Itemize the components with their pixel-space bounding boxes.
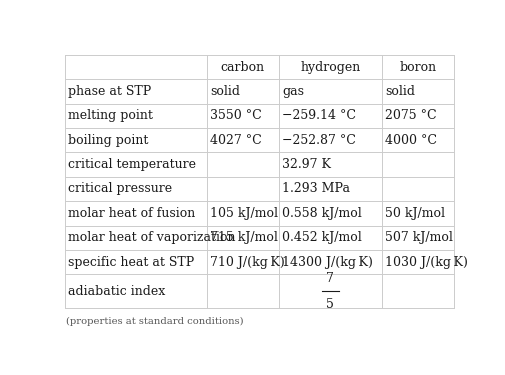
Text: gas: gas (282, 85, 304, 98)
Text: 50 kJ/mol: 50 kJ/mol (385, 207, 445, 220)
Text: 1030 J/(kg K): 1030 J/(kg K) (385, 255, 468, 268)
Text: carbon: carbon (221, 61, 265, 74)
Text: boiling point: boiling point (68, 134, 148, 147)
Text: 0.558 kJ/mol: 0.558 kJ/mol (282, 207, 362, 220)
Text: specific heat at STP: specific heat at STP (68, 255, 194, 268)
Text: solid: solid (210, 85, 240, 98)
Text: 105 kJ/mol: 105 kJ/mol (210, 207, 278, 220)
Text: critical temperature: critical temperature (68, 158, 196, 171)
Text: −252.87 °C: −252.87 °C (282, 134, 356, 147)
Text: 0.452 kJ/mol: 0.452 kJ/mol (282, 231, 362, 244)
Text: solid: solid (385, 85, 415, 98)
Text: melting point: melting point (68, 110, 153, 123)
Text: critical pressure: critical pressure (68, 183, 172, 195)
Text: hydrogen: hydrogen (300, 61, 361, 74)
Text: −259.14 °C: −259.14 °C (282, 110, 356, 123)
Text: 4000 °C: 4000 °C (385, 134, 437, 147)
Text: molar heat of fusion: molar heat of fusion (68, 207, 195, 220)
Text: 2075 °C: 2075 °C (385, 110, 437, 123)
Text: 710 J/(kg K): 710 J/(kg K) (210, 255, 285, 268)
Text: 14300 J/(kg K): 14300 J/(kg K) (282, 255, 373, 268)
Text: 7: 7 (326, 272, 334, 285)
Text: molar heat of vaporization: molar heat of vaporization (68, 231, 236, 244)
Text: (properties at standard conditions): (properties at standard conditions) (66, 316, 243, 326)
Text: phase at STP: phase at STP (68, 85, 152, 98)
Text: 507 kJ/mol: 507 kJ/mol (385, 231, 453, 244)
Text: 1.293 MPa: 1.293 MPa (282, 183, 350, 195)
Text: 3550 °C: 3550 °C (210, 110, 262, 123)
Text: boron: boron (399, 61, 436, 74)
Text: 4027 °C: 4027 °C (210, 134, 262, 147)
Text: 715 kJ/mol: 715 kJ/mol (210, 231, 278, 244)
Text: 5: 5 (326, 298, 334, 310)
Text: 32.97 K: 32.97 K (282, 158, 331, 171)
Text: adiabatic index: adiabatic index (68, 285, 166, 298)
